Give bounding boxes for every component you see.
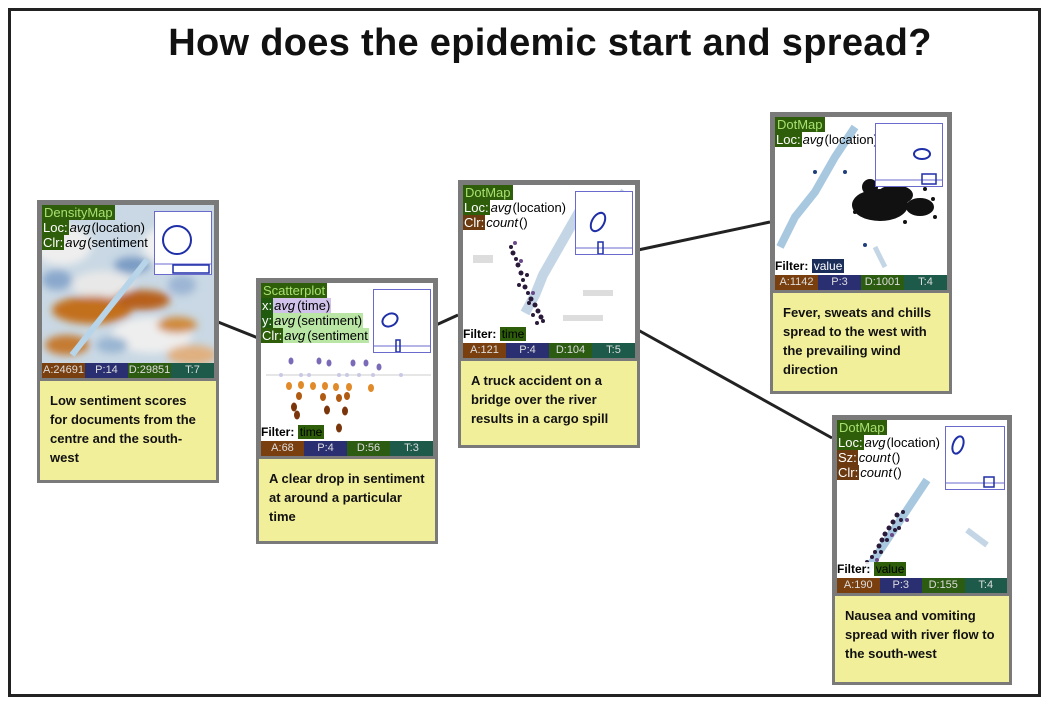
minimap-inset[interactable]	[875, 123, 943, 187]
viz-card-dotmap-fever[interactable]: DotMap Loc: avg(location) Filter: value A…	[770, 112, 952, 290]
filter-value: value	[811, 259, 845, 273]
encoding-color: Clr:avg(sentiment	[42, 235, 148, 250]
filter-value: time	[499, 327, 527, 341]
viewport-ellipse-icon	[155, 225, 211, 274]
connector-density-scatter	[217, 320, 259, 340]
minimap-inset[interactable]	[575, 191, 633, 255]
stats-bar: A:190 P:3 D:155 T:4	[837, 578, 1007, 593]
connector-scatter-truck	[435, 313, 459, 327]
encoding-color: Clr: count()	[837, 465, 902, 480]
dotmap-truck-map	[473, 188, 625, 325]
note-scatter: A clear drop in sentiment at around a pa…	[256, 456, 438, 544]
encoding-size: Sz: count()	[837, 450, 901, 465]
dotmap-fever-map	[776, 124, 937, 269]
viewport-ellipse-icon	[374, 312, 430, 353]
scatterplot-chart	[266, 357, 431, 433]
viz-type-label: DotMap	[837, 420, 887, 435]
stats-bar: A:24691 P:14 D:29851 T:7	[42, 363, 214, 378]
stats-bar: A:121 P:4 D:104 T:5	[463, 343, 635, 358]
viz-type-label: DensityMap	[42, 205, 115, 220]
stats-bar: A:68 P:4 D:56 T:3	[261, 441, 433, 456]
viz-card-dotmap-nausea[interactable]: DotMap Loc: avg(location) Sz: count() Clr:…	[832, 415, 1012, 593]
filter-value: time	[297, 425, 325, 439]
dotmap-nausea-map	[863, 477, 989, 573]
encoding-x: x: avg (time)	[261, 298, 332, 313]
viz-card-scatterplot[interactable]: Scatterplot x: avg (time) y: avg (sentiment)…	[256, 278, 438, 456]
filter-label: Filter: value	[837, 562, 909, 576]
viz-type-label: Scatterplot	[261, 283, 328, 298]
filter-label: Filter: time	[261, 425, 327, 439]
viz-card-dotmap-truck[interactable]: DotMap Loc: avg(location) Clr: count() Fil…	[458, 180, 640, 358]
minimap-inset[interactable]	[154, 211, 212, 275]
viz-card-density-map[interactable]: DensityMap Loc: avg(location) Clr: avg(sen…	[37, 200, 219, 378]
filter-label: Filter: time	[463, 327, 529, 341]
dotmap-truck-view[interactable]: DotMap Loc: avg(location) Clr: count() Fil…	[463, 185, 635, 343]
density-map-view[interactable]: DensityMap Loc: avg(location) Clr: avg(sen…	[42, 205, 214, 363]
viz-type-label: DotMap	[463, 185, 513, 200]
connector-truck-nausea	[637, 328, 833, 440]
minimap-inset[interactable]	[373, 289, 431, 353]
encoding-y: y: avg (sentiment)	[261, 313, 364, 328]
filter-value: value	[873, 562, 907, 576]
viewport-ellipse-icon	[876, 148, 942, 185]
encoding-color: Clr:avg(sentiment	[261, 328, 369, 343]
viewport-ellipse-icon	[946, 435, 1004, 488]
dotmap-fever-view[interactable]: DotMap Loc: avg(location) Filter: value	[775, 117, 947, 275]
encoding-location: Loc: avg(location)	[42, 220, 146, 235]
viz-type-label: DotMap	[775, 117, 825, 132]
encoding-location: Loc: avg(location)	[463, 200, 567, 215]
viewport-ellipse-icon	[576, 211, 632, 255]
note-fever: Fever, sweats and chills spread to the w…	[770, 290, 952, 394]
minimap-inset[interactable]	[945, 426, 1005, 490]
connector-truck-fever	[637, 220, 771, 252]
note-truck: A truck accident on a bridge over the ri…	[458, 358, 640, 448]
stats-bar: A:1142 P:3 D:1001 T:4	[775, 275, 947, 290]
encoding-color: Clr: count()	[463, 215, 528, 230]
filter-label: Filter: value	[775, 259, 847, 273]
encoding-location: Loc: avg(location)	[837, 435, 941, 450]
scatterplot-view[interactable]: Scatterplot x: avg (time) y: avg (sentiment)…	[261, 283, 433, 441]
dotmap-nausea-view[interactable]: DotMap Loc: avg(location) Sz: count() Clr:…	[837, 420, 1007, 578]
note-density: Low sentiment scores for documents from …	[37, 378, 219, 483]
note-nausea: Nausea and vomiting spread with river fl…	[832, 593, 1012, 685]
encoding-location: Loc: avg(location)	[775, 132, 879, 147]
page-title: How does the epidemic start and spread?	[168, 22, 932, 64]
